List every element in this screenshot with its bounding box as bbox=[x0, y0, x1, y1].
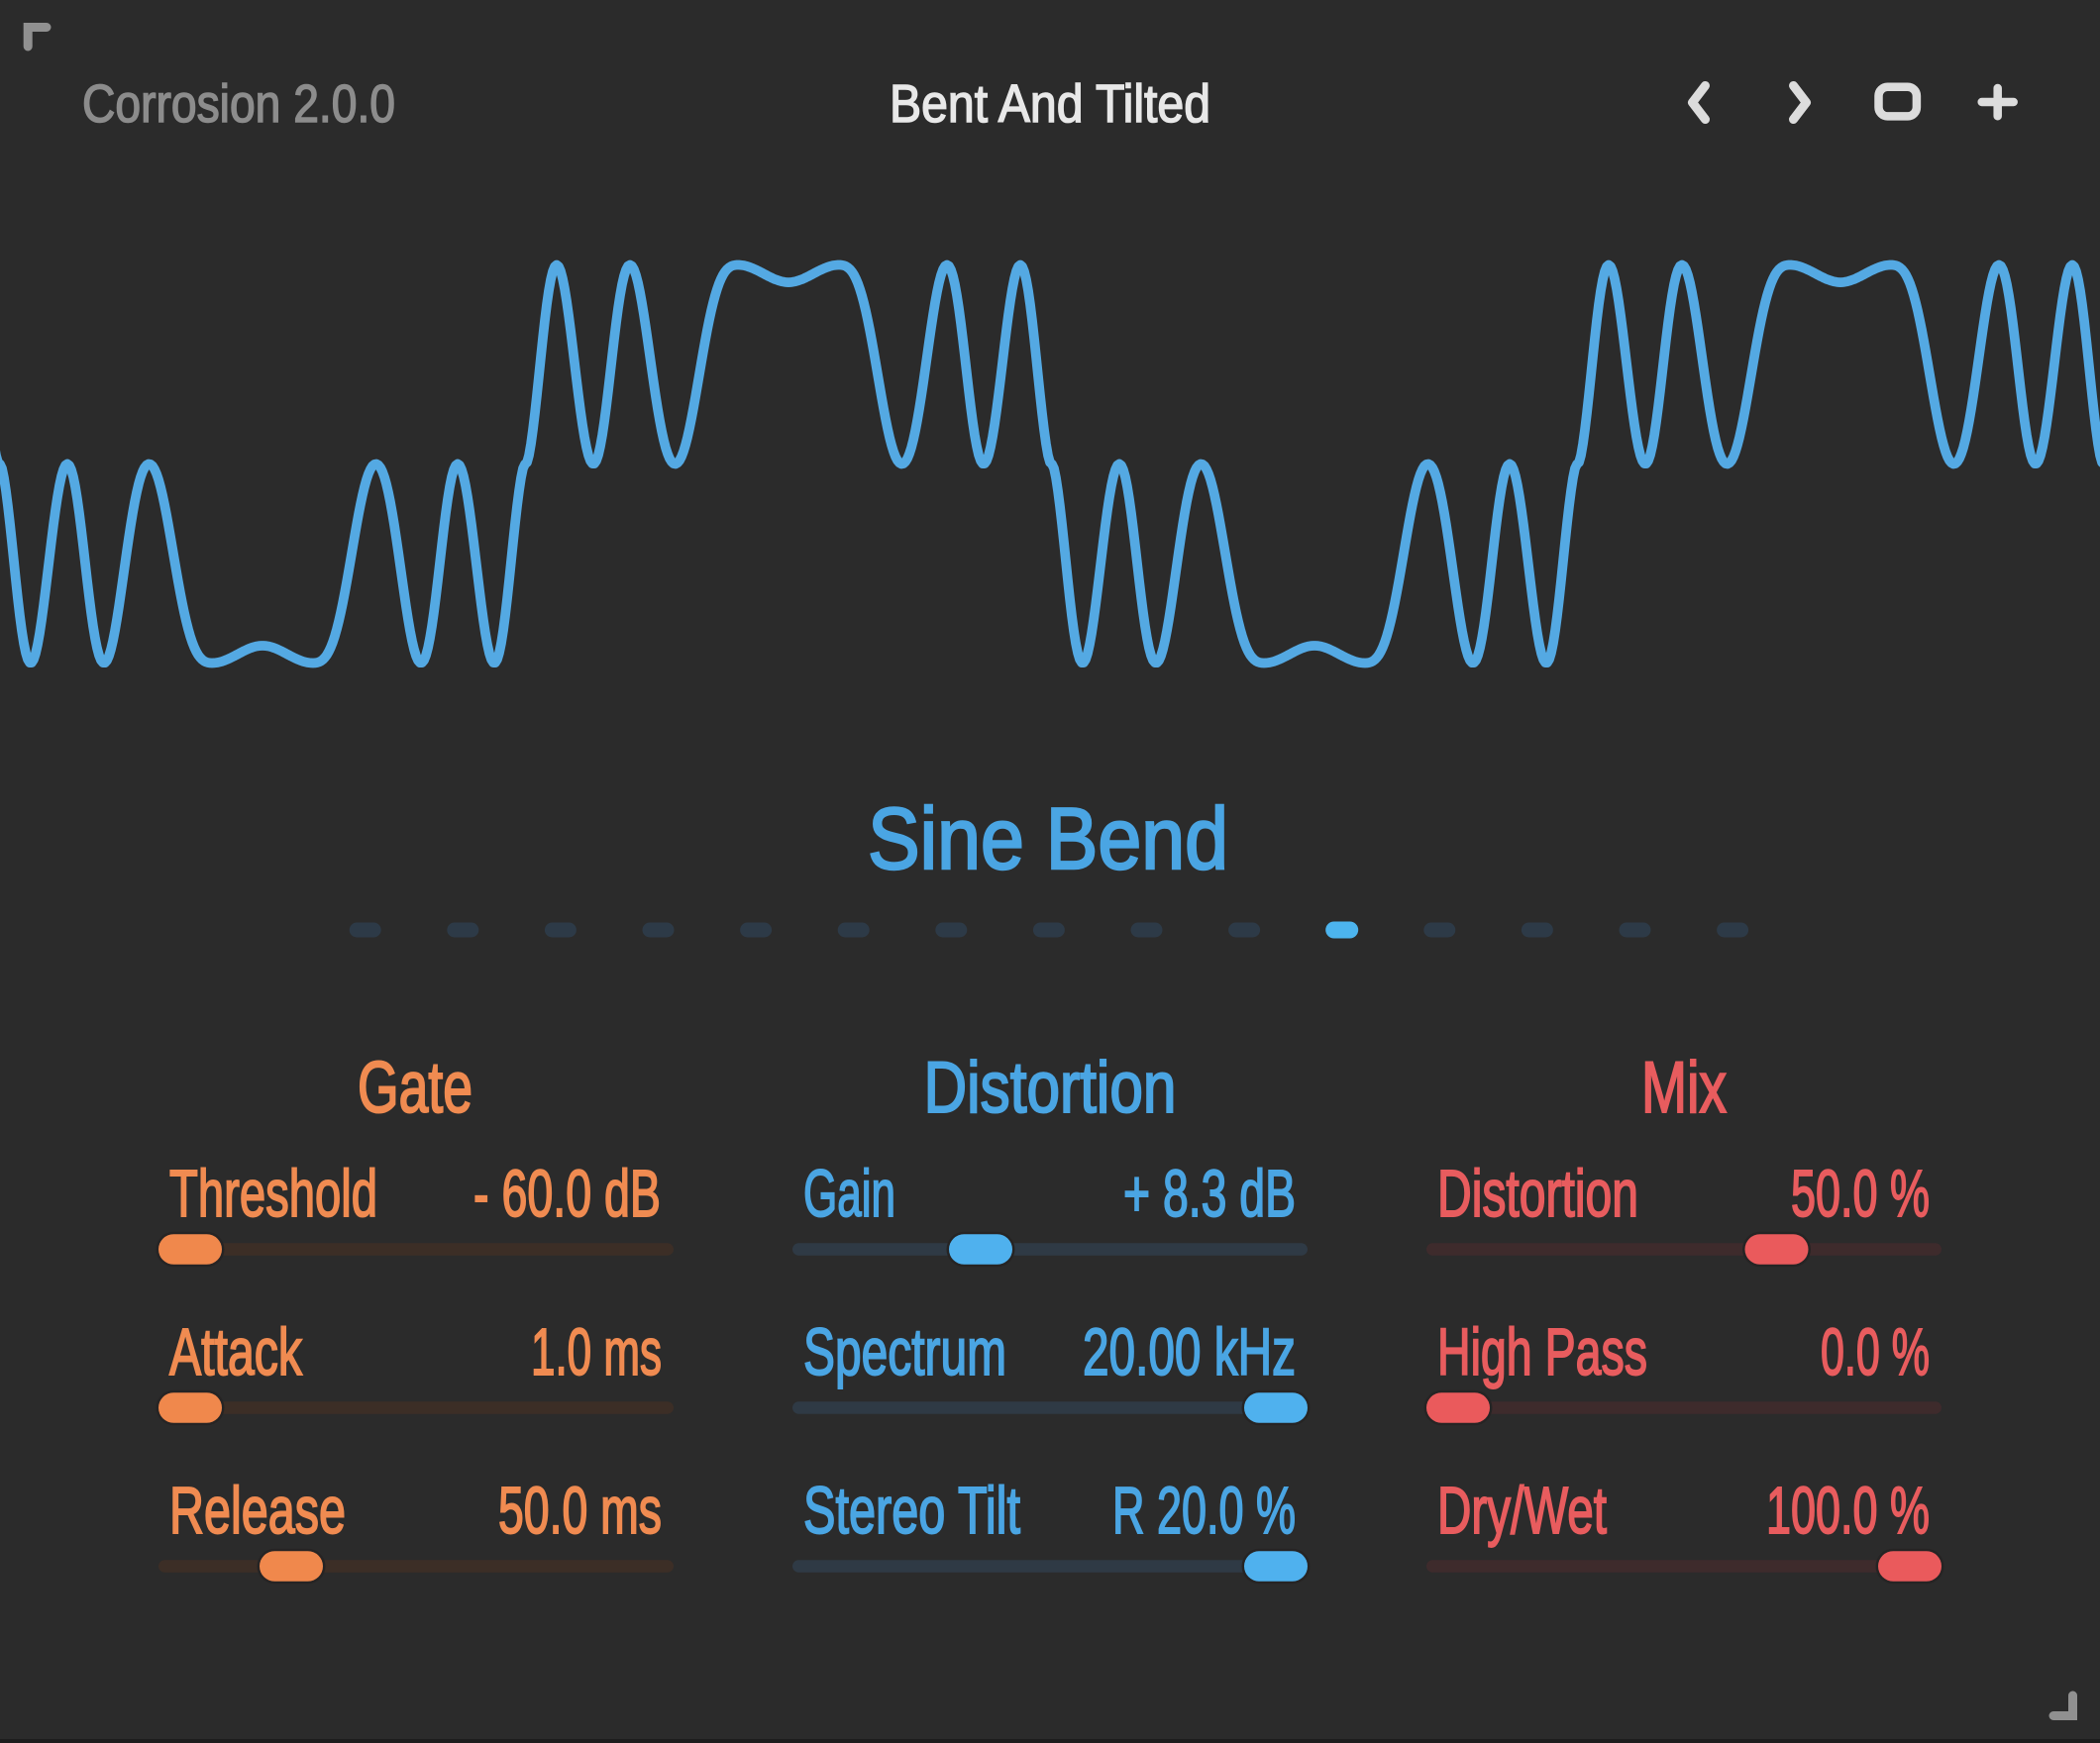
svg-text:Distortion: Distortion bbox=[924, 1048, 1177, 1128]
svg-text:Dry/Wet: Dry/Wet bbox=[1437, 1474, 1607, 1548]
svg-text:1.0 ms: 1.0 ms bbox=[531, 1315, 662, 1389]
svg-text:R 20.0 %: R 20.0 % bbox=[1112, 1474, 1296, 1548]
svg-text:Stereo Tilt: Stereo Tilt bbox=[803, 1474, 1020, 1548]
svg-text:0.0 %: 0.0 % bbox=[1821, 1315, 1930, 1389]
svg-text:Bent And Tilted: Bent And Tilted bbox=[890, 74, 1210, 134]
svg-text:Corrosion 2.0.0: Corrosion 2.0.0 bbox=[82, 74, 395, 134]
svg-text:Attack: Attack bbox=[169, 1315, 302, 1389]
svg-text:20.00 kHz: 20.00 kHz bbox=[1083, 1315, 1296, 1389]
svg-text:50.0 %: 50.0 % bbox=[1791, 1157, 1930, 1231]
svg-text:Gate: Gate bbox=[358, 1048, 472, 1128]
svg-text:Gain: Gain bbox=[803, 1157, 895, 1231]
svg-text:Release: Release bbox=[169, 1474, 346, 1548]
svg-text:Spectrum: Spectrum bbox=[803, 1315, 1006, 1389]
svg-text:Mix: Mix bbox=[1641, 1048, 1727, 1128]
svg-text:High Pass: High Pass bbox=[1437, 1315, 1647, 1389]
svg-text:Sine Bend: Sine Bend bbox=[868, 789, 1228, 887]
svg-text:- 60.0 dB: - 60.0 dB bbox=[473, 1157, 661, 1231]
svg-text:50.0 ms: 50.0 ms bbox=[498, 1474, 662, 1548]
svg-text:+ 8.3 dB: + 8.3 dB bbox=[1123, 1157, 1296, 1231]
svg-text:Threshold: Threshold bbox=[169, 1157, 377, 1231]
svg-text:100.0 %: 100.0 % bbox=[1766, 1474, 1930, 1548]
svg-text:Distortion: Distortion bbox=[1437, 1157, 1638, 1231]
